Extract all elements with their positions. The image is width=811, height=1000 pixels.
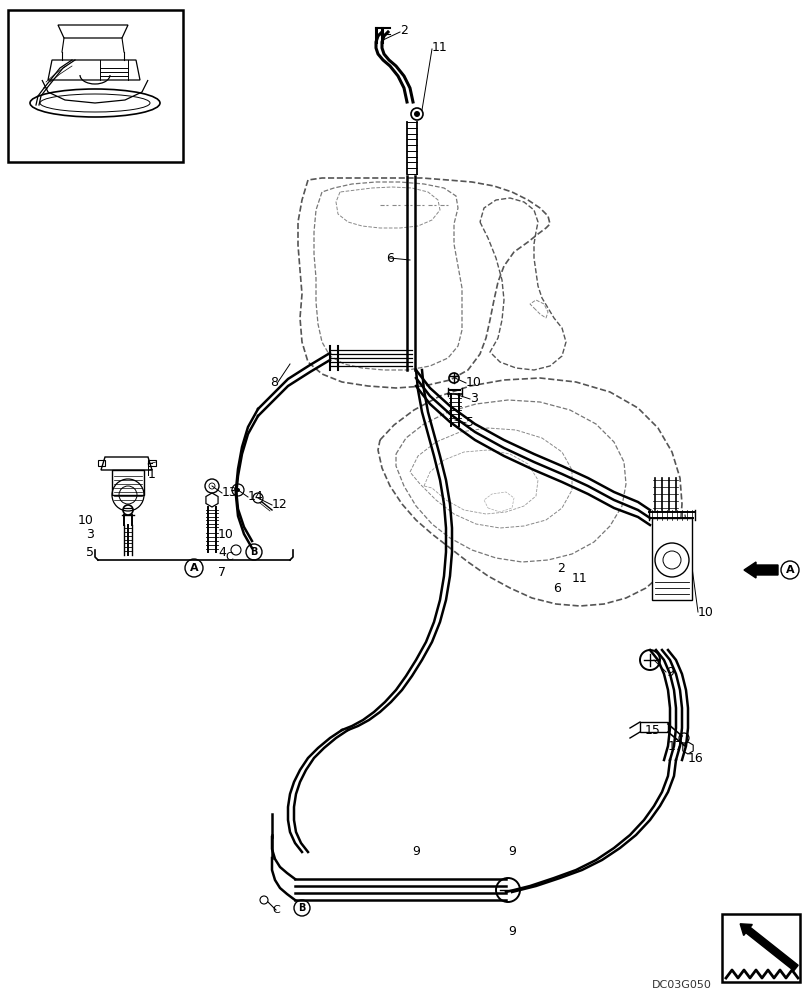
Text: 7: 7 <box>217 566 225 578</box>
Text: A: A <box>785 565 793 575</box>
Text: 5: 5 <box>466 416 474 430</box>
Bar <box>651 518 691 600</box>
Text: B: B <box>250 547 257 557</box>
Text: 6: 6 <box>385 251 393 264</box>
Bar <box>721 914 799 982</box>
Text: C: C <box>272 905 280 915</box>
Text: 6: 6 <box>552 582 560 594</box>
Text: 9: 9 <box>508 845 515 858</box>
Text: 9: 9 <box>411 845 419 858</box>
Text: 14: 14 <box>247 490 264 504</box>
Text: 9: 9 <box>665 666 673 678</box>
Text: 15: 15 <box>644 723 660 736</box>
Text: 4: 4 <box>217 546 225 558</box>
Text: B: B <box>298 903 305 913</box>
Text: 10: 10 <box>697 605 713 618</box>
Circle shape <box>236 488 240 492</box>
Text: 1: 1 <box>148 468 156 482</box>
Text: DC03G050: DC03G050 <box>651 980 711 990</box>
Text: 10: 10 <box>78 514 94 526</box>
Text: 9: 9 <box>508 925 515 938</box>
Text: 5: 5 <box>86 546 94 558</box>
Bar <box>8 10 182 162</box>
Text: 2: 2 <box>400 24 407 37</box>
Text: 10: 10 <box>466 376 481 389</box>
Text: 2: 2 <box>556 562 564 574</box>
Text: 3: 3 <box>86 528 94 542</box>
Bar <box>112 470 144 495</box>
Text: 10: 10 <box>217 528 234 542</box>
Circle shape <box>414 111 419 117</box>
Text: 13: 13 <box>221 487 238 499</box>
Text: 17: 17 <box>667 740 683 754</box>
Text: A: A <box>190 563 198 573</box>
FancyArrow shape <box>743 562 777 578</box>
Text: 12: 12 <box>272 498 287 512</box>
Text: 16: 16 <box>687 752 703 764</box>
Text: C: C <box>225 552 233 562</box>
Text: 11: 11 <box>431 41 447 54</box>
Text: 11: 11 <box>571 572 587 584</box>
Text: 3: 3 <box>470 392 478 406</box>
Text: 8: 8 <box>270 375 277 388</box>
FancyArrow shape <box>740 924 797 971</box>
